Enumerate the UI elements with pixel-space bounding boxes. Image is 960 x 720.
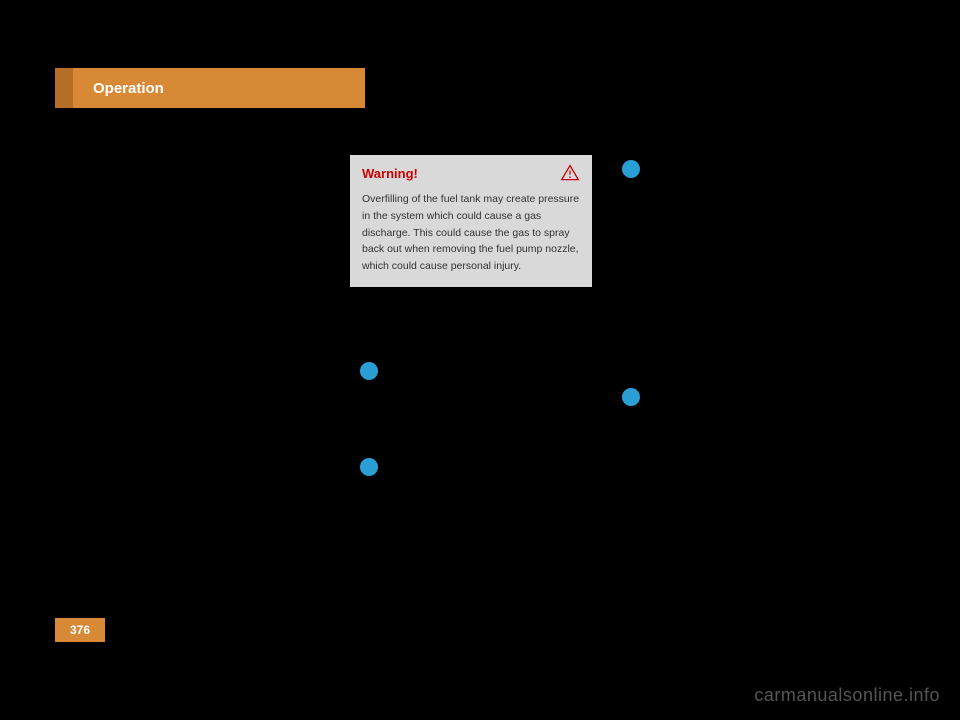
bullet-dot — [622, 160, 640, 178]
bullet-dot — [622, 388, 640, 406]
page-number: 376 — [55, 618, 105, 642]
section-header: Operation — [55, 68, 365, 108]
bullet-dot — [360, 362, 378, 380]
header-accent — [55, 68, 73, 108]
warning-header: Warning! — [350, 155, 592, 187]
warning-body: Overfilling of the fuel tank may create … — [350, 187, 592, 287]
warning-title: Warning! — [362, 166, 418, 181]
watermark: carmanualsonline.info — [754, 685, 940, 706]
section-title: Operation — [93, 80, 164, 97]
bullet-dot — [360, 458, 378, 476]
warning-triangle-icon — [560, 163, 580, 183]
warning-box: Warning! Overfilling of the fuel tank ma… — [350, 155, 592, 287]
